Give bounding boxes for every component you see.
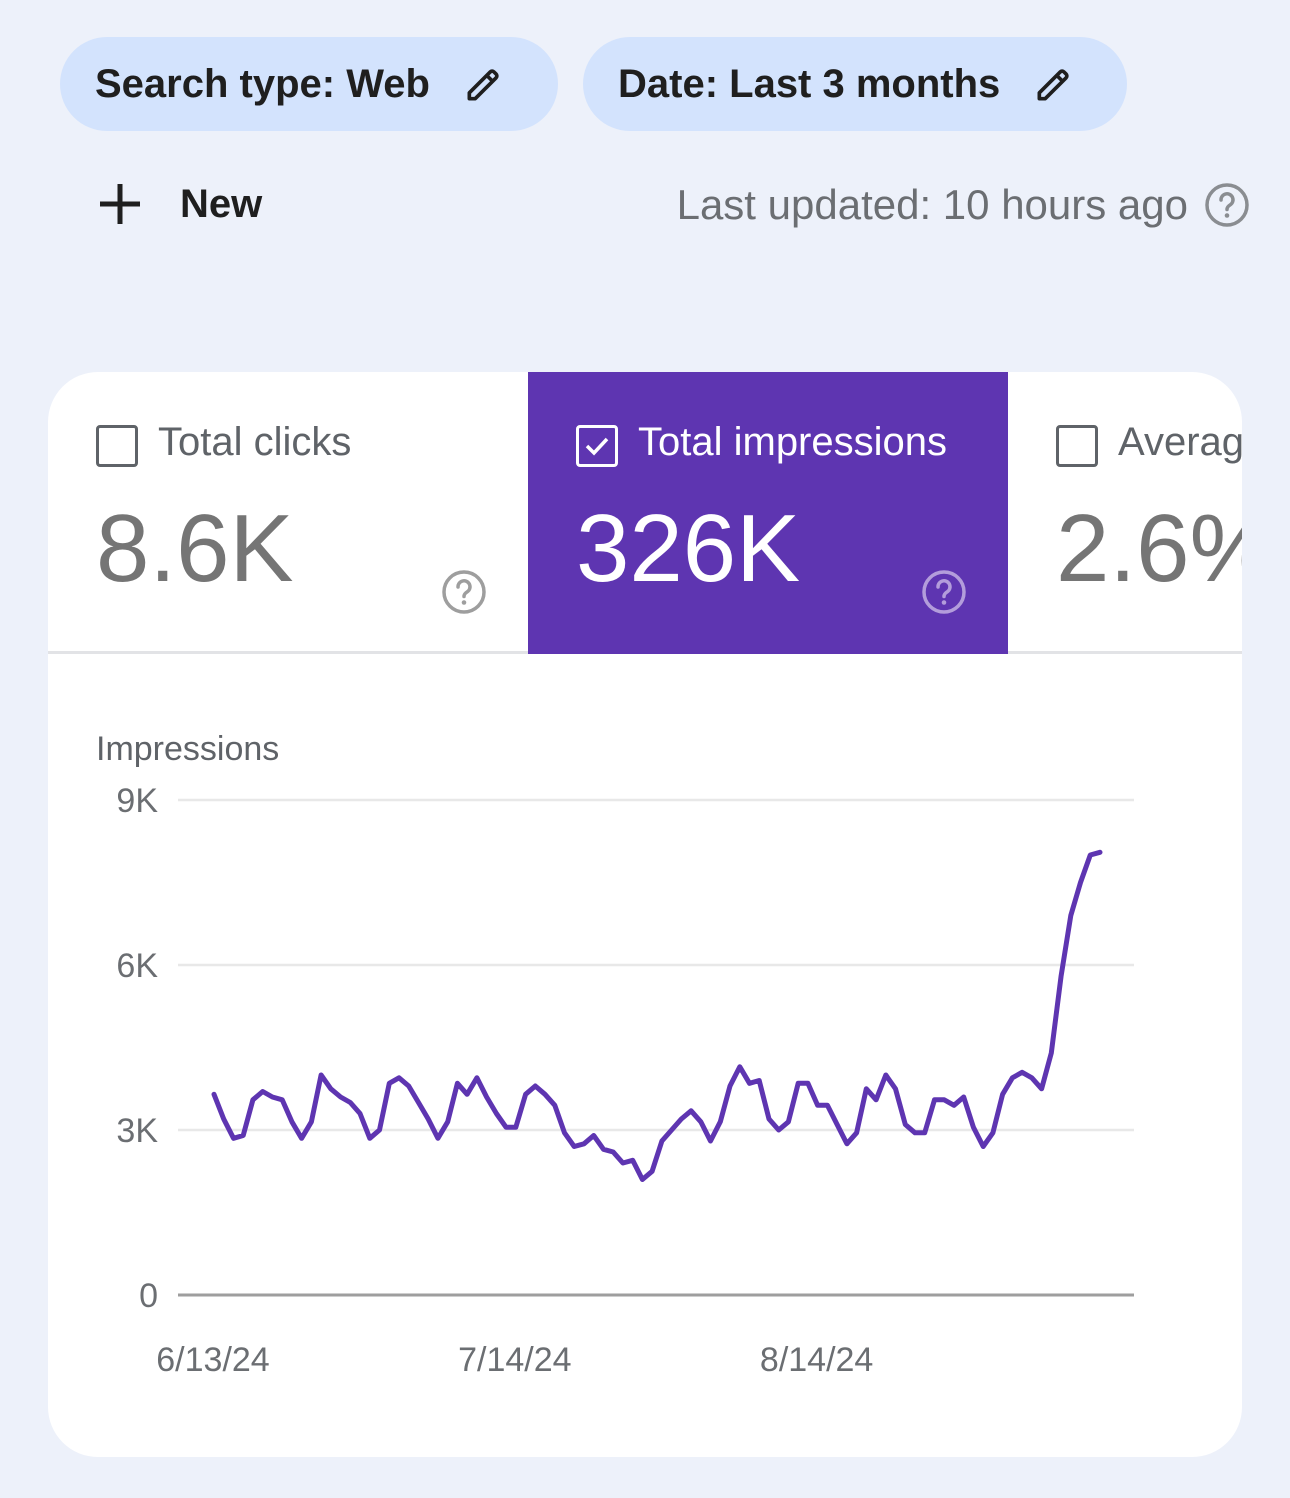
search-type-filter-label: Search type: Web xyxy=(95,61,430,106)
pencil-icon[interactable] xyxy=(462,62,506,106)
average-ctr-checkbox[interactable] xyxy=(1056,425,1098,467)
date-filter-label: Date: Last 3 months xyxy=(618,61,1001,106)
metric-label: Total impressions xyxy=(638,420,948,464)
chart-y-axis-label: Impressions xyxy=(96,730,280,768)
search-type-filter-chip[interactable]: Search type: Web xyxy=(60,37,558,131)
help-icon[interactable] xyxy=(920,568,968,616)
impressions-chart: Impressions 9K 6K 3K 0 6/13/24 7/14/24 8/14/24 xyxy=(48,654,1242,1457)
impressions-series-line xyxy=(211,849,1103,1182)
performance-card: Total clicks 8.6K Total impressions 326K… xyxy=(48,372,1242,1457)
metric-label: Total clicks xyxy=(158,420,352,464)
y-tick-label: 0 xyxy=(139,1277,158,1315)
date-filter-chip[interactable]: Date: Last 3 months xyxy=(583,37,1127,131)
checkmark-icon xyxy=(585,437,609,456)
x-tick-label: 6/13/24 xyxy=(156,1341,269,1379)
plus-icon xyxy=(96,180,144,228)
metric-tab-total-clicks[interactable]: Total clicks 8.6K xyxy=(48,372,528,654)
metric-label: Average CTR xyxy=(1118,420,1242,464)
metric-value: 326K xyxy=(576,495,801,602)
new-filter-button[interactable]: New xyxy=(96,174,262,234)
metric-tab-average-ctr[interactable]: Average CTR 2.6% xyxy=(1008,372,1242,654)
metric-value: 8.6K xyxy=(96,495,294,602)
y-tick-label: 6K xyxy=(116,947,158,985)
new-button-label: New xyxy=(180,181,263,226)
total-clicks-checkbox[interactable] xyxy=(96,425,138,467)
metric-tabs: Total clicks 8.6K Total impressions 326K… xyxy=(48,372,1242,654)
pencil-icon[interactable] xyxy=(1032,62,1076,106)
x-tick-label: 7/14/24 xyxy=(458,1341,571,1379)
y-tick-label: 9K xyxy=(116,782,158,820)
total-impressions-checkbox[interactable] xyxy=(576,425,618,467)
x-tick-label: 8/14/24 xyxy=(760,1341,873,1379)
help-icon[interactable] xyxy=(1204,182,1250,228)
metric-tab-total-impressions[interactable]: Total impressions 326K xyxy=(528,372,1008,654)
y-tick-label: 3K xyxy=(116,1112,158,1150)
last-updated-status: Last updated: 10 hours ago xyxy=(677,178,1250,232)
last-updated-text: Last updated: 10 hours ago xyxy=(676,181,1188,228)
help-icon[interactable] xyxy=(440,568,488,616)
chart-svg: 9K 6K 3K 0 6/13/24 7/14/24 8/14/24 xyxy=(116,782,1134,1379)
metric-value: 2.6% xyxy=(1056,495,1242,602)
